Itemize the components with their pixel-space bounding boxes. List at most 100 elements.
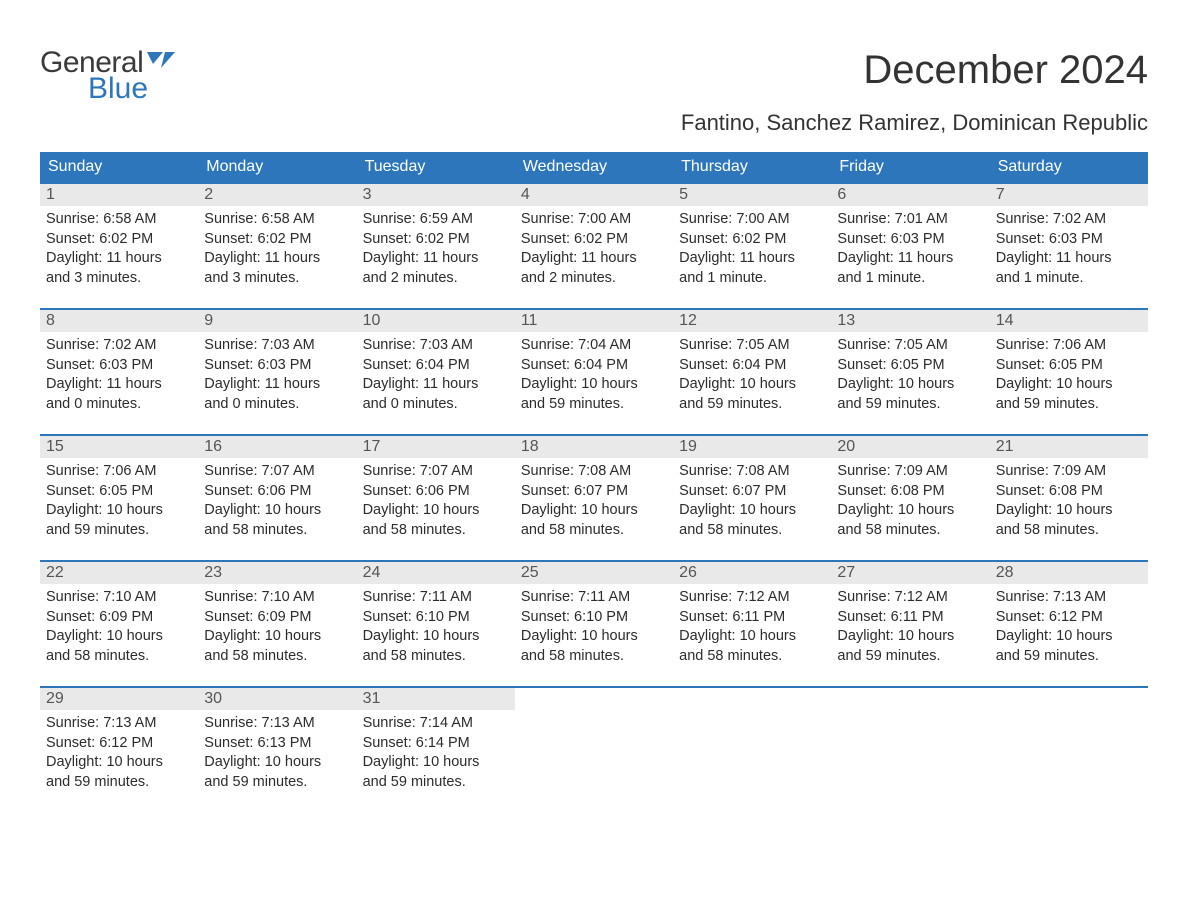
sunset-text: Sunset: 6:10 PM xyxy=(521,608,667,628)
sunset-text: Sunset: 6:06 PM xyxy=(363,482,509,502)
day-number: 6 xyxy=(831,184,989,206)
day-body: Sunrise: 7:05 AMSunset: 6:04 PMDaylight:… xyxy=(673,332,831,422)
daylight-line1: Daylight: 10 hours xyxy=(996,375,1142,395)
day-body: Sunrise: 7:13 AMSunset: 6:13 PMDaylight:… xyxy=(198,710,356,800)
sunrise-text: Sunrise: 7:13 AM xyxy=(996,588,1142,608)
weekday-header: Wednesday xyxy=(515,152,673,182)
day-body: Sunrise: 7:09 AMSunset: 6:08 PMDaylight:… xyxy=(831,458,989,548)
day-body: Sunrise: 7:13 AMSunset: 6:12 PMDaylight:… xyxy=(990,584,1148,674)
day-body: Sunrise: 7:07 AMSunset: 6:06 PMDaylight:… xyxy=(198,458,356,548)
sunset-text: Sunset: 6:14 PM xyxy=(363,734,509,754)
sunrise-text: Sunrise: 7:09 AM xyxy=(837,462,983,482)
sunrise-text: Sunrise: 7:10 AM xyxy=(46,588,192,608)
day-cell: 19Sunrise: 7:08 AMSunset: 6:07 PMDayligh… xyxy=(673,436,831,560)
daylight-line1: Daylight: 10 hours xyxy=(679,501,825,521)
weekday-header-row: SundayMondayTuesdayWednesdayThursdayFrid… xyxy=(40,152,1148,182)
sunrise-text: Sunrise: 6:58 AM xyxy=(204,210,350,230)
daylight-line1: Daylight: 10 hours xyxy=(46,753,192,773)
daylight-line2: and 0 minutes. xyxy=(363,395,509,415)
brand-flag-icon xyxy=(147,52,175,76)
day-number: 17 xyxy=(357,436,515,458)
day-number: 7 xyxy=(990,184,1148,206)
day-body: Sunrise: 7:02 AMSunset: 6:03 PMDaylight:… xyxy=(990,206,1148,296)
sunrise-text: Sunrise: 7:12 AM xyxy=(837,588,983,608)
day-cell: 7Sunrise: 7:02 AMSunset: 6:03 PMDaylight… xyxy=(990,184,1148,308)
day-cell xyxy=(990,688,1148,812)
day-body: Sunrise: 7:09 AMSunset: 6:08 PMDaylight:… xyxy=(990,458,1148,548)
daylight-line2: and 59 minutes. xyxy=(46,773,192,793)
daylight-line1: Daylight: 10 hours xyxy=(363,501,509,521)
sunrise-text: Sunrise: 7:08 AM xyxy=(521,462,667,482)
day-cell: 30Sunrise: 7:13 AMSunset: 6:13 PMDayligh… xyxy=(198,688,356,812)
daylight-line1: Daylight: 10 hours xyxy=(679,375,825,395)
daylight-line2: and 3 minutes. xyxy=(46,269,192,289)
daylight-line2: and 59 minutes. xyxy=(679,395,825,415)
day-cell xyxy=(515,688,673,812)
day-body: Sunrise: 7:01 AMSunset: 6:03 PMDaylight:… xyxy=(831,206,989,296)
daylight-line2: and 58 minutes. xyxy=(46,647,192,667)
sunrise-text: Sunrise: 7:09 AM xyxy=(996,462,1142,482)
day-number: 8 xyxy=(40,310,198,332)
daylight-line2: and 0 minutes. xyxy=(204,395,350,415)
daylight-line1: Daylight: 10 hours xyxy=(204,627,350,647)
day-body: Sunrise: 7:11 AMSunset: 6:10 PMDaylight:… xyxy=(357,584,515,674)
day-body: Sunrise: 7:05 AMSunset: 6:05 PMDaylight:… xyxy=(831,332,989,422)
daylight-line1: Daylight: 10 hours xyxy=(363,627,509,647)
sunset-text: Sunset: 6:07 PM xyxy=(521,482,667,502)
daylight-line2: and 59 minutes. xyxy=(996,395,1142,415)
daylight-line1: Daylight: 10 hours xyxy=(679,627,825,647)
day-number: 3 xyxy=(357,184,515,206)
daylight-line1: Daylight: 11 hours xyxy=(521,249,667,269)
sunset-text: Sunset: 6:03 PM xyxy=(837,230,983,250)
day-number: 1 xyxy=(40,184,198,206)
day-number: 18 xyxy=(515,436,673,458)
day-cell: 27Sunrise: 7:12 AMSunset: 6:11 PMDayligh… xyxy=(831,562,989,686)
day-number: 15 xyxy=(40,436,198,458)
daylight-line1: Daylight: 11 hours xyxy=(204,375,350,395)
day-body: Sunrise: 7:00 AMSunset: 6:02 PMDaylight:… xyxy=(515,206,673,296)
day-number: 10 xyxy=(357,310,515,332)
sunrise-text: Sunrise: 6:59 AM xyxy=(363,210,509,230)
daylight-line2: and 58 minutes. xyxy=(363,647,509,667)
daylight-line2: and 58 minutes. xyxy=(837,521,983,541)
daylight-line2: and 59 minutes. xyxy=(837,395,983,415)
sunset-text: Sunset: 6:03 PM xyxy=(46,356,192,376)
day-cell xyxy=(831,688,989,812)
daylight-line2: and 58 minutes. xyxy=(521,647,667,667)
day-body: Sunrise: 7:08 AMSunset: 6:07 PMDaylight:… xyxy=(515,458,673,548)
day-cell: 17Sunrise: 7:07 AMSunset: 6:06 PMDayligh… xyxy=(357,436,515,560)
day-body: Sunrise: 6:59 AMSunset: 6:02 PMDaylight:… xyxy=(357,206,515,296)
daylight-line2: and 0 minutes. xyxy=(46,395,192,415)
day-body: Sunrise: 7:04 AMSunset: 6:04 PMDaylight:… xyxy=(515,332,673,422)
daylight-line2: and 58 minutes. xyxy=(679,647,825,667)
sunrise-text: Sunrise: 7:03 AM xyxy=(204,336,350,356)
day-number: 4 xyxy=(515,184,673,206)
weekday-header: Saturday xyxy=(990,152,1148,182)
day-body: Sunrise: 7:10 AMSunset: 6:09 PMDaylight:… xyxy=(40,584,198,674)
daylight-line2: and 59 minutes. xyxy=(363,773,509,793)
calendar: SundayMondayTuesdayWednesdayThursdayFrid… xyxy=(40,152,1148,812)
day-number: 21 xyxy=(990,436,1148,458)
daylight-line1: Daylight: 10 hours xyxy=(521,375,667,395)
day-cell: 14Sunrise: 7:06 AMSunset: 6:05 PMDayligh… xyxy=(990,310,1148,434)
day-cell: 29Sunrise: 7:13 AMSunset: 6:12 PMDayligh… xyxy=(40,688,198,812)
sunrise-text: Sunrise: 7:05 AM xyxy=(679,336,825,356)
day-body: Sunrise: 7:06 AMSunset: 6:05 PMDaylight:… xyxy=(990,332,1148,422)
sunrise-text: Sunrise: 7:07 AM xyxy=(204,462,350,482)
sunset-text: Sunset: 6:09 PM xyxy=(204,608,350,628)
daylight-line1: Daylight: 11 hours xyxy=(837,249,983,269)
sunset-text: Sunset: 6:02 PM xyxy=(46,230,192,250)
day-body: Sunrise: 6:58 AMSunset: 6:02 PMDaylight:… xyxy=(198,206,356,296)
day-cell xyxy=(673,688,831,812)
daylight-line1: Daylight: 10 hours xyxy=(837,501,983,521)
daylight-line2: and 1 minute. xyxy=(837,269,983,289)
sunrise-text: Sunrise: 7:06 AM xyxy=(46,462,192,482)
day-cell: 9Sunrise: 7:03 AMSunset: 6:03 PMDaylight… xyxy=(198,310,356,434)
daylight-line1: Daylight: 10 hours xyxy=(46,627,192,647)
weekday-header: Tuesday xyxy=(357,152,515,182)
daylight-line1: Daylight: 11 hours xyxy=(996,249,1142,269)
day-body: Sunrise: 7:12 AMSunset: 6:11 PMDaylight:… xyxy=(831,584,989,674)
week-row: 15Sunrise: 7:06 AMSunset: 6:05 PMDayligh… xyxy=(40,434,1148,560)
day-cell: 1Sunrise: 6:58 AMSunset: 6:02 PMDaylight… xyxy=(40,184,198,308)
sunrise-text: Sunrise: 6:58 AM xyxy=(46,210,192,230)
